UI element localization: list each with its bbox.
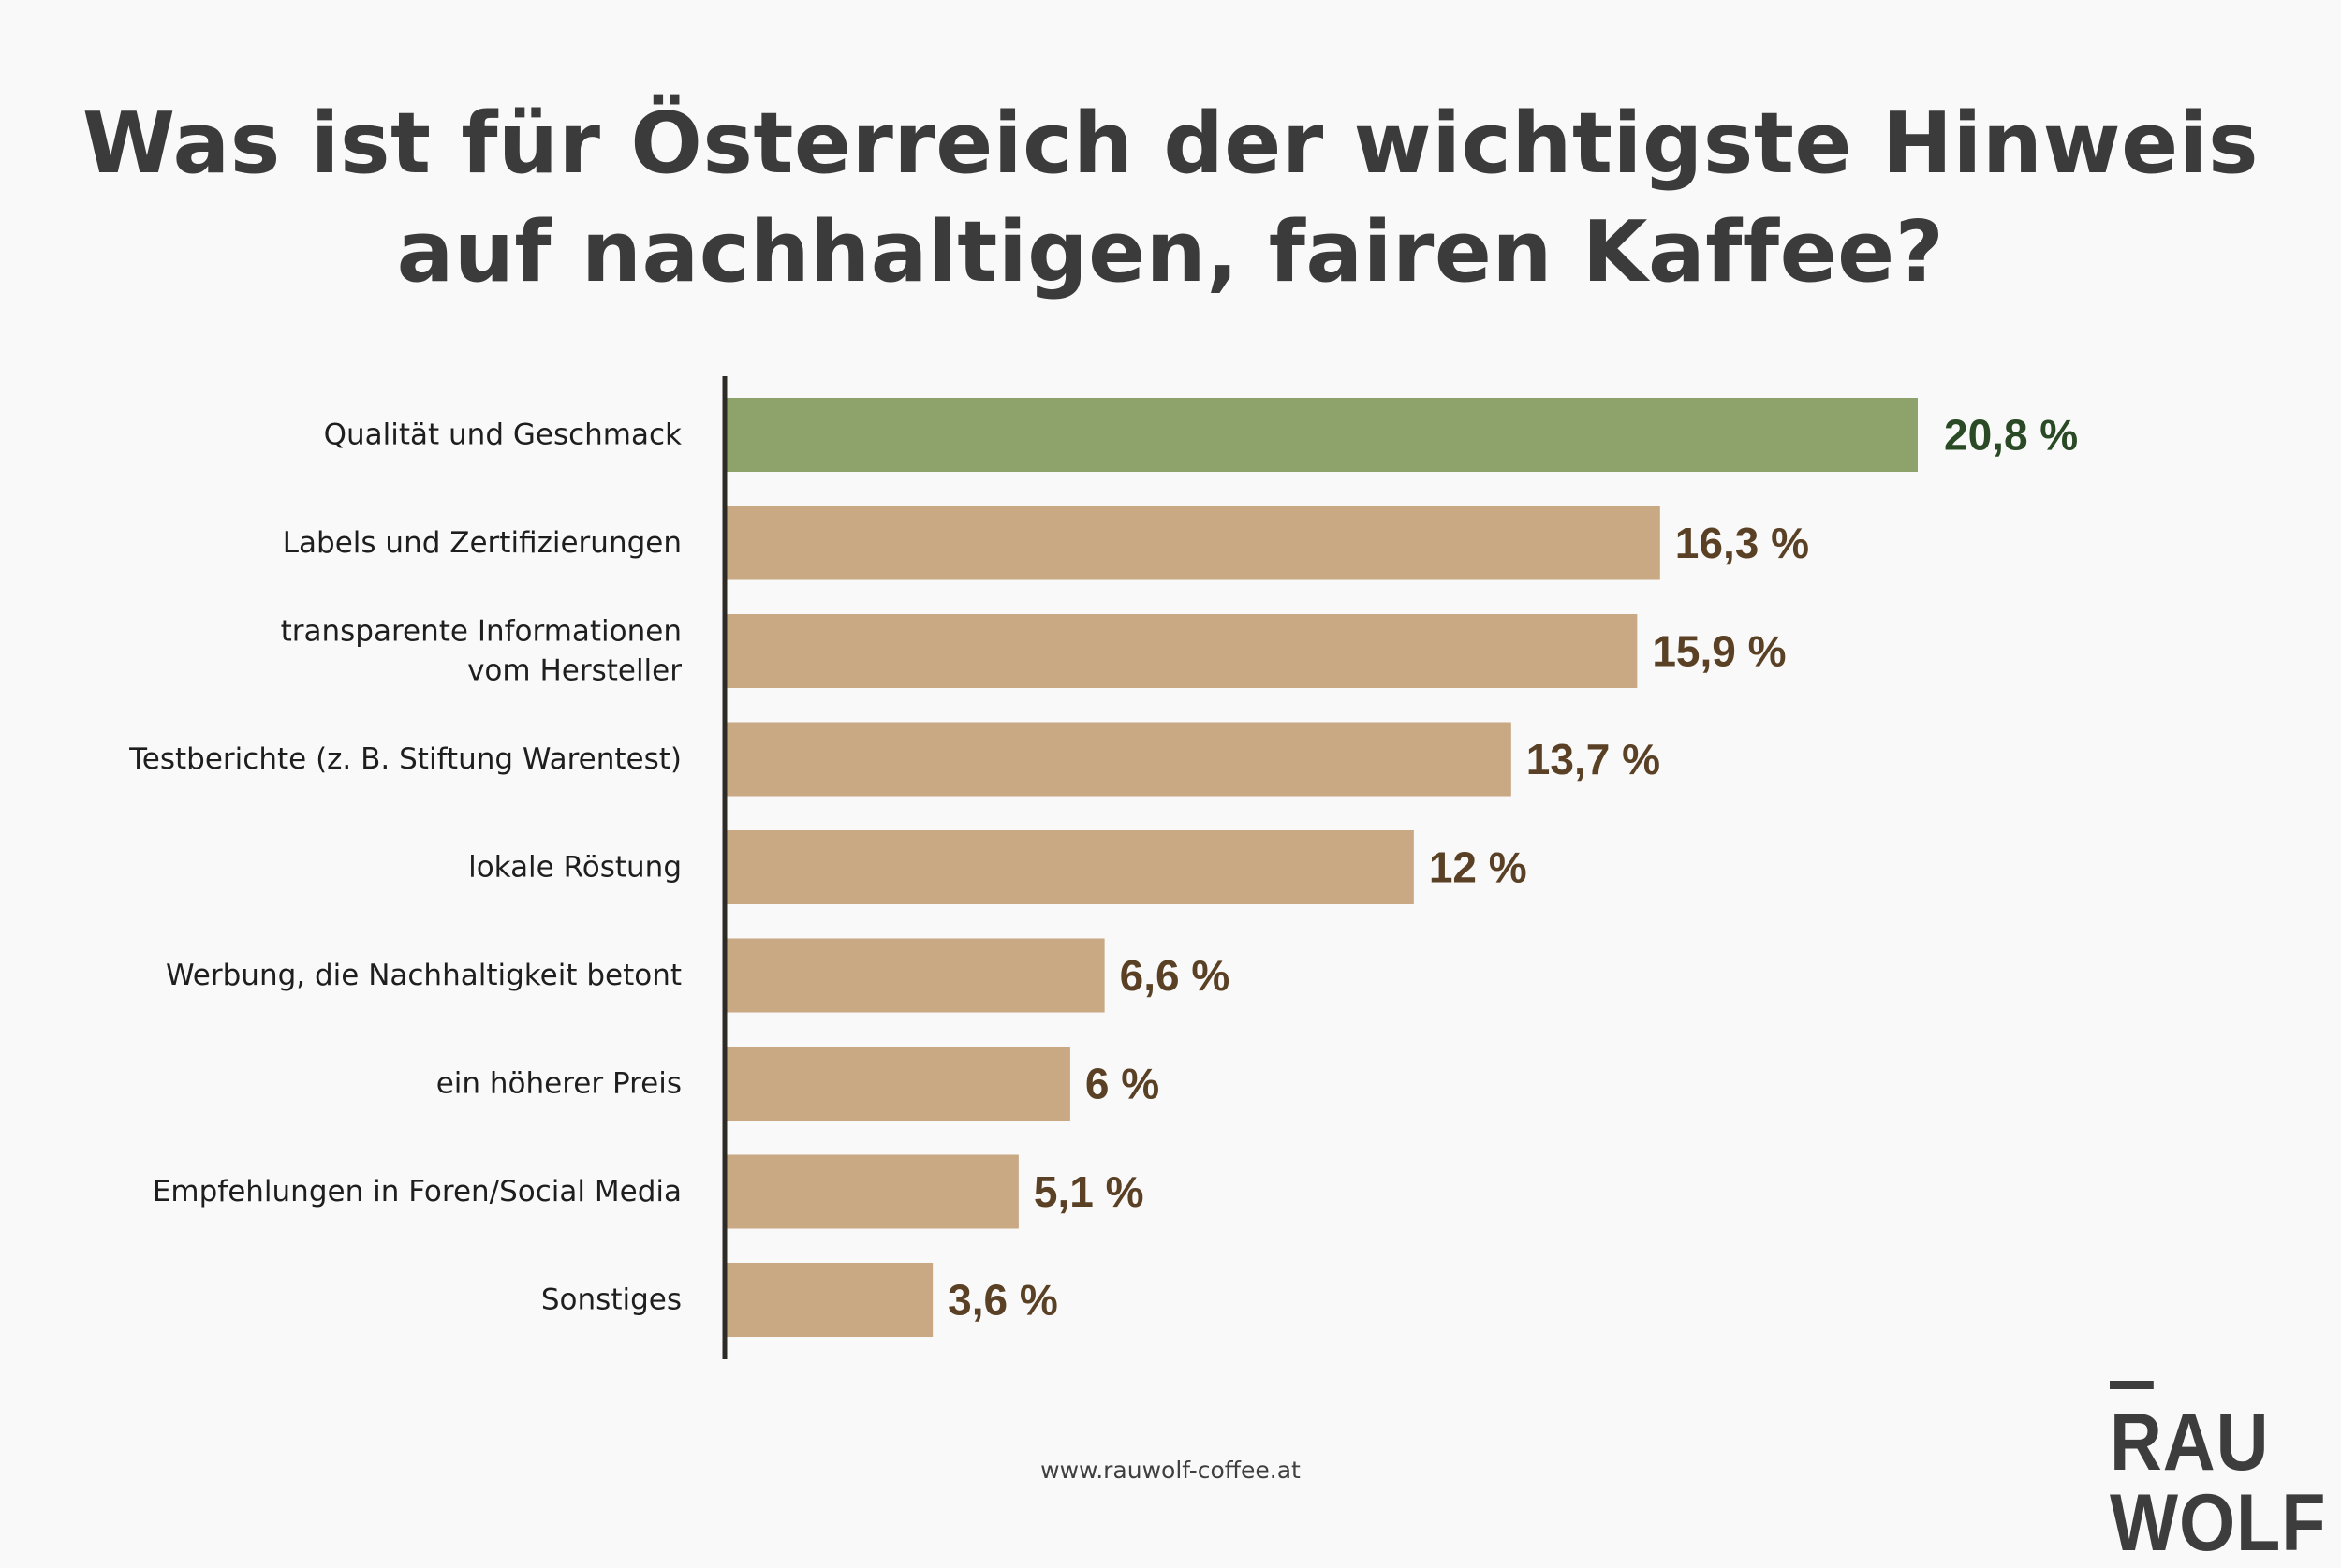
value-labels: 20,8 % 16,3 % 15,9 % 13,7 % 12 % 6,6 % 6 % 5,1 … — [948, 411, 2078, 1325]
category-label-5: Werbung, die Nachhaltigkeit betont — [166, 959, 682, 992]
logo-line-2: WOLF — [2110, 1478, 2327, 1568]
logo-line-1: RAU — [2110, 1322, 2268, 1483]
category-label-1: Labels und Zertifizierungen — [283, 526, 682, 560]
chart-title-line-2: auf nachhaltigen, fairen Kaffee? — [396, 203, 1945, 301]
value-label-4: 12 % — [1429, 843, 1527, 892]
bar-8 — [727, 1263, 934, 1337]
category-label-6: ein höherer Preis — [436, 1067, 682, 1101]
category-label-7: Empfehlungen in Foren/Social Media — [153, 1175, 682, 1209]
bar-6 — [727, 1047, 1070, 1121]
footer-url[interactable]: www.rauwolf-coffee.at — [1040, 1457, 1301, 1484]
bars-layer — [727, 398, 1918, 1337]
category-label-3: Testberichte (z. B. Stiftung Warentest) — [128, 742, 682, 776]
bar-1 — [727, 506, 1660, 580]
bar-5 — [727, 938, 1105, 1013]
chart-title-line-1: Was ist für Österreich der wichtigste Hi… — [81, 95, 2260, 193]
value-label-3: 13,7 % — [1526, 735, 1660, 784]
logo-text-1: RAU — [2110, 1398, 2270, 1487]
rauwolf-logo: RAU WOLF — [2110, 1322, 2327, 1568]
category-label-2: transparente Informationen vom Hersteller — [281, 615, 683, 688]
category-label-0: Qualität und Geschmack — [324, 418, 682, 452]
value-label-1: 16,3 % — [1675, 519, 1809, 567]
value-label-7: 5,1 % — [1034, 1167, 1144, 1216]
bar-2 — [727, 614, 1638, 688]
bar-7 — [727, 1154, 1019, 1229]
value-label-5: 6,6 % — [1120, 951, 1230, 1000]
value-label-0: 20,8 % — [1944, 411, 2078, 460]
value-label-2: 15,9 % — [1652, 627, 1786, 676]
category-labels: Qualität und Geschmack Labels und Zertifi… — [128, 418, 682, 1317]
category-label-4: lokale Röstung — [468, 851, 682, 885]
bar-4 — [727, 830, 1414, 904]
bar-3 — [727, 722, 1511, 797]
category-label-8: Sonstiges — [541, 1283, 682, 1317]
logo-underscore — [2110, 1381, 2154, 1389]
value-label-8: 3,6 % — [948, 1276, 1058, 1325]
bar-0 — [727, 398, 1918, 472]
value-label-6: 6 % — [1085, 1060, 1159, 1108]
chart-title: Was ist für Österreich der wichtigste Hi… — [0, 90, 2341, 307]
